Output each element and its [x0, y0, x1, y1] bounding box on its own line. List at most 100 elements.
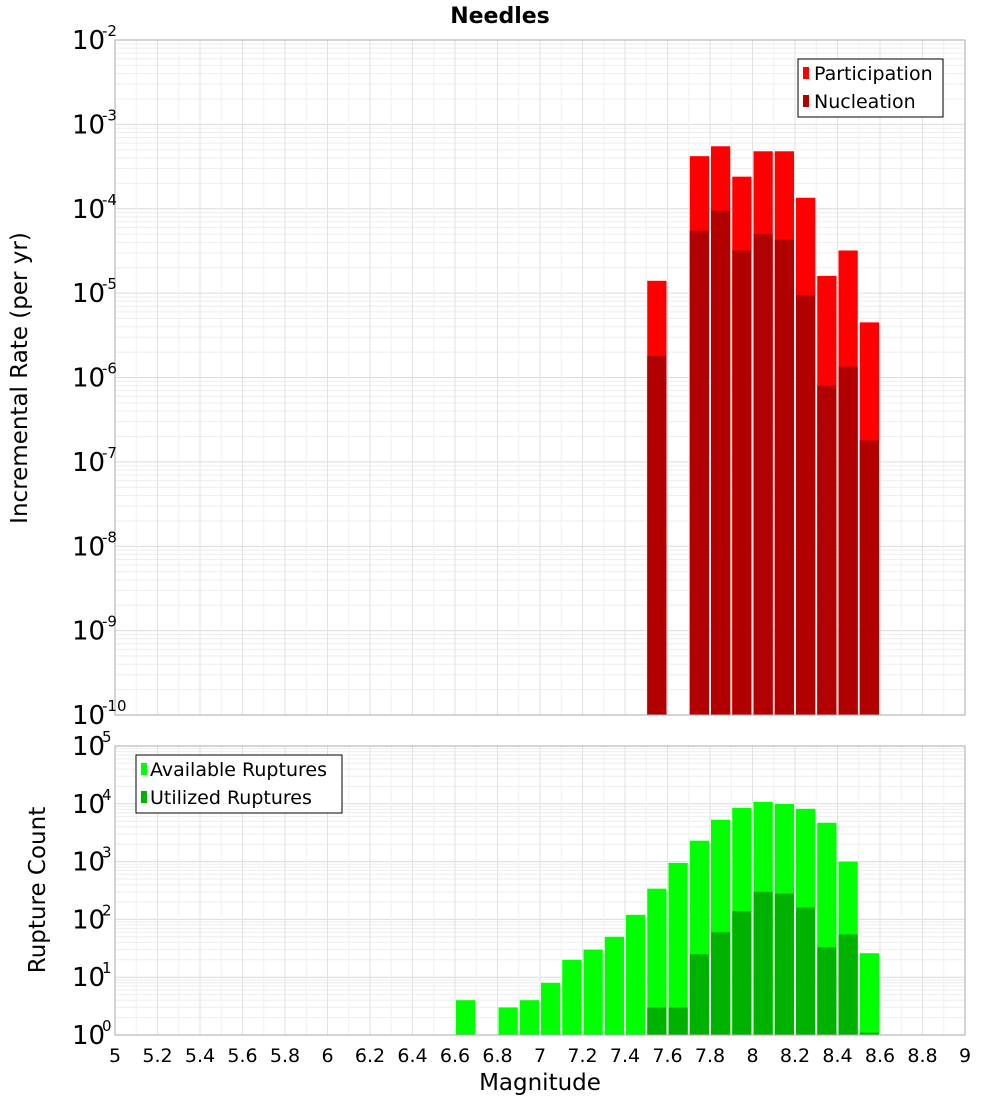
rate-bar-nucleation: [753, 234, 773, 715]
count-y-tick-label: 10: [72, 790, 105, 820]
rate-y-tick-exponent: -3: [102, 106, 117, 124]
x-tick-label: 8: [746, 1045, 758, 1067]
rate-y-tick-exponent: -8: [102, 528, 117, 546]
rate-y-tick-exponent: -9: [102, 613, 117, 631]
rate-bar-nucleation: [732, 250, 752, 715]
rate-y-tick-label: 10: [72, 532, 105, 562]
rate-legend: Participation Nucleation: [797, 58, 944, 118]
count-bar-utilized-ruptures: [753, 891, 773, 1035]
x-tick-label: 8.8: [907, 1045, 937, 1067]
count-y-tick-label: 10: [72, 732, 105, 762]
x-tick-label: 6.8: [482, 1045, 512, 1067]
chart-title: Needles: [450, 4, 550, 29]
count-y-tick-label: 10: [72, 963, 105, 993]
utilized-legend-label: Utilized Ruptures: [150, 787, 312, 809]
rate-y-tick-exponent: -5: [102, 275, 117, 293]
count-y-tick-label: 10: [72, 905, 105, 935]
x-tick-label: 5.2: [142, 1045, 172, 1067]
count-y-tick-exponent: 5: [102, 728, 112, 746]
x-axis-label: Magnitude: [479, 1070, 601, 1096]
x-tick-label: 7.8: [695, 1045, 725, 1067]
count-bar-available-ruptures: [626, 914, 646, 1035]
rate-bar-nucleation: [859, 440, 879, 715]
rate-y-tick-exponent: -2: [102, 22, 117, 40]
nucleation-swatch: [803, 95, 809, 107]
count-bar-utilized-ruptures: [668, 1007, 688, 1035]
rate-y-tick-label: 10: [72, 364, 105, 394]
x-tick-label: 8.2: [780, 1045, 810, 1067]
count-bar-available-ruptures: [604, 936, 624, 1035]
count-bar-utilized-ruptures: [817, 947, 837, 1035]
x-tick-label: 7: [534, 1045, 546, 1067]
rate-y-tick-exponent: -6: [102, 360, 117, 378]
count-y-axis-label: Rupture Count: [25, 807, 51, 973]
count-legend: Available Ruptures Utilized Ruptures: [135, 754, 343, 814]
count-y-tick-exponent: 4: [102, 786, 112, 804]
count-bar-available-ruptures: [562, 959, 582, 1035]
count-bar-available-ruptures: [859, 953, 879, 1035]
rate-y-tick-exponent: -4: [102, 191, 117, 209]
count-y-tick-label: 10: [72, 1021, 105, 1051]
count-y-tick-exponent: 1: [102, 959, 112, 977]
rate-bar-nucleation: [796, 295, 816, 715]
count-bar-utilized-ruptures: [796, 907, 816, 1035]
rate-y-tick-label: 10: [72, 279, 105, 309]
rate-y-tick-label: 10: [72, 26, 105, 56]
available-swatch: [141, 763, 147, 775]
participation-legend-label: Participation: [814, 63, 933, 85]
x-tick-label: 5.6: [227, 1045, 257, 1067]
count-bar-utilized-ruptures: [732, 910, 752, 1035]
rate-bar-nucleation: [689, 230, 709, 715]
count-y-tick-exponent: 2: [102, 901, 112, 919]
rate-y-tick-label: 10: [72, 195, 105, 225]
utilized-swatch: [141, 791, 147, 803]
count-bar-available-ruptures: [541, 982, 561, 1035]
rate-y-tick-label: 10: [72, 701, 105, 731]
rate-y-tick-label: 10: [72, 448, 105, 478]
x-tick-label: 9: [959, 1045, 971, 1067]
x-tick-label: 7.4: [610, 1045, 640, 1067]
rate-gridlines: [114, 40, 966, 716]
x-tick-label: 7.6: [652, 1045, 682, 1067]
count-bar-utilized-ruptures: [859, 1032, 879, 1035]
count-y-tick-exponent: 0: [102, 1017, 112, 1035]
nucleation-legend-label: Nucleation: [814, 91, 916, 113]
rate-y-tick-label: 10: [72, 617, 105, 647]
count-bar-available-ruptures: [583, 949, 603, 1035]
rate-plot-border: [114, 39, 966, 716]
rate-y-axis-label: Incremental Rate (per yr): [7, 232, 33, 524]
available-legend-label: Available Ruptures: [150, 759, 327, 781]
rate-y-tick-exponent: -10: [102, 697, 127, 715]
rate-legend-box: [797, 58, 944, 118]
count-bar-available-ruptures: [668, 862, 688, 1035]
participation-swatch: [803, 67, 809, 79]
count-plot-border: [114, 745, 966, 1036]
count-y-tick-exponent: 3: [102, 844, 112, 862]
count-y-tick-label: 10: [72, 848, 105, 878]
x-tick-labels: 5 5.2 5.4 5.6 5.8 6 6.2 6.4 6.6 6.8 7 7.2 7.4 7.6 7.8 8…: [109, 1045, 971, 1067]
x-tick-label: 8.4: [822, 1045, 852, 1067]
count-bar-utilized-ruptures: [647, 1007, 667, 1035]
count-bar-utilized-ruptures: [838, 934, 858, 1035]
rate-bar-nucleation: [774, 239, 794, 716]
x-tick-label: 7.2: [567, 1045, 597, 1067]
rate-bar-nucleation: [711, 210, 731, 715]
x-tick-label: 6: [321, 1045, 333, 1067]
count-bar-utilized-ruptures: [711, 932, 731, 1035]
rate-y-tick-exponent: -7: [102, 444, 117, 462]
x-tick-label: 5.4: [185, 1045, 215, 1067]
rate-bar-nucleation: [838, 366, 858, 715]
count-bar-available-ruptures: [647, 888, 667, 1035]
count-bar-utilized-ruptures: [774, 893, 794, 1035]
rate-bars: [647, 146, 879, 716]
rate-bar-nucleation: [817, 385, 837, 715]
count-bar-available-ruptures: [456, 1000, 476, 1035]
x-tick-label: 5: [109, 1045, 121, 1067]
x-tick-label: 6.6: [440, 1045, 470, 1067]
count-bar-available-ruptures: [519, 1000, 539, 1035]
x-tick-label: 8.6: [865, 1045, 895, 1067]
